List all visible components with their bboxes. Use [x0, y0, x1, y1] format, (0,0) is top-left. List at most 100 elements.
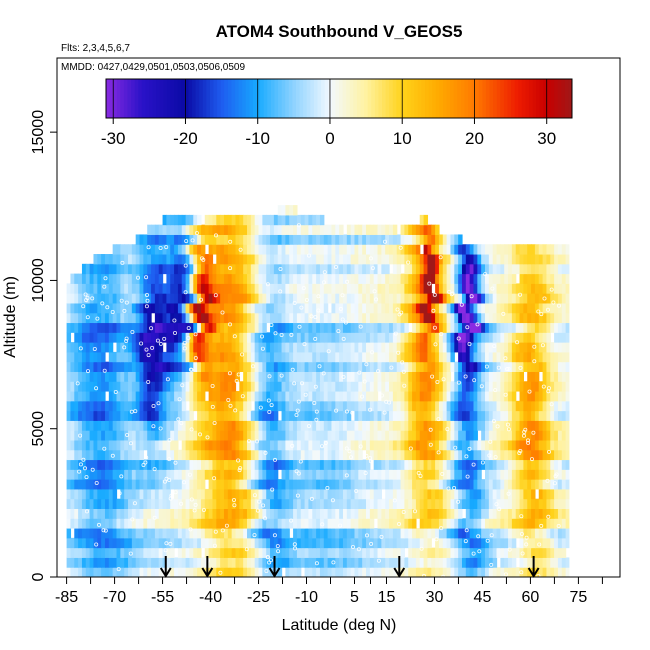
heatmap-cell: [377, 361, 382, 372]
heatmap-cell: [250, 254, 256, 265]
heatmap-cell: [500, 567, 505, 578]
heatmap-cell: [78, 302, 83, 314]
heatmap-cell: [120, 498, 125, 509]
heatmap-cell: [335, 469, 340, 480]
heatmap-cell: [373, 459, 379, 470]
heatmap-cell: [170, 479, 175, 490]
observation-point: [319, 444, 324, 449]
heatmap-cell: [346, 381, 352, 392]
heatmap-cell: [212, 351, 217, 363]
heatmap-cell: [254, 391, 260, 402]
observation-point: [267, 374, 272, 379]
heatmap-cell: [500, 459, 505, 470]
heatmap-cell: [373, 479, 379, 490]
observation-point: [341, 336, 346, 341]
heatmap-cell: [427, 224, 432, 235]
heatmap-cell: [331, 508, 336, 519]
heatmap-cell: [277, 400, 283, 412]
heatmap-cell: [220, 557, 225, 568]
heatmap-cell: [342, 508, 348, 519]
heatmap-cell: [227, 410, 233, 421]
observation-point: [316, 308, 321, 313]
heatmap-cell: [412, 430, 417, 441]
heatmap-cell: [197, 263, 202, 275]
heatmap-cell: [362, 518, 367, 529]
heatmap-cell: [323, 557, 329, 568]
heatmap-cell: [151, 351, 156, 363]
heatmap-cell: [273, 400, 279, 412]
heatmap-cell: [565, 273, 570, 284]
heatmap-cell: [78, 459, 83, 470]
heatmap-cell: [108, 361, 114, 372]
heatmap-cell: [104, 400, 110, 412]
heatmap-cell: [508, 400, 513, 412]
heatmap-cell: [508, 342, 513, 353]
heatmap-cell: [254, 410, 260, 421]
heatmap-cell: [139, 430, 144, 441]
observation-point: [94, 542, 99, 547]
heatmap-cell: [70, 302, 75, 314]
heatmap-cell: [423, 400, 429, 412]
heatmap-cell: [438, 547, 444, 558]
heatmap-cell: [358, 459, 363, 470]
heatmap-cell: [316, 263, 321, 275]
heatmap-cell: [546, 557, 551, 568]
heatmap-cell: [89, 479, 95, 490]
heatmap-cell: [527, 518, 532, 529]
heatmap-cell: [135, 528, 141, 539]
heatmap-cell: [220, 234, 225, 245]
heatmap-cell: [446, 332, 452, 343]
heatmap-cell: [66, 439, 72, 451]
heatmap-cell: [304, 508, 310, 519]
heatmap-cell: [143, 391, 148, 402]
heatmap-cell: [212, 214, 217, 226]
heatmap-cell: [181, 449, 187, 461]
heatmap-cell: [143, 254, 148, 265]
heatmap-cell: [508, 381, 513, 392]
heatmap-cell: [308, 234, 313, 245]
heatmap-cell: [143, 420, 148, 431]
heatmap-cell: [362, 234, 367, 245]
heatmap-cell: [143, 488, 148, 500]
heatmap-cell: [323, 254, 329, 265]
heatmap-cell: [131, 381, 137, 392]
heatmap-cell: [216, 479, 221, 490]
heatmap-cell: [162, 244, 167, 255]
heatmap-cell: [404, 508, 409, 519]
heatmap-cell: [481, 342, 486, 353]
heatmap-cell: [185, 371, 191, 382]
heatmap-cell: [316, 430, 321, 441]
heatmap-cell: [193, 479, 198, 490]
heatmap-cell: [170, 410, 175, 421]
heatmap-cell: [200, 381, 206, 392]
heatmap-cell: [377, 273, 382, 284]
heatmap-cell: [247, 381, 252, 392]
heatmap-cell: [412, 342, 417, 353]
heatmap-cell: [231, 244, 237, 255]
heatmap-cell: [442, 469, 448, 480]
heatmap-cell: [220, 430, 225, 441]
heatmap-cell: [177, 449, 183, 461]
heatmap-cell: [254, 322, 260, 333]
heatmap-cell: [308, 302, 313, 314]
heatmap-cell: [104, 381, 110, 392]
heatmap-cell: [415, 498, 421, 509]
heatmap-cell: [293, 302, 298, 314]
heatmap-cell: [104, 420, 110, 431]
heatmap-cell: [74, 547, 79, 558]
heatmap-cell: [89, 469, 95, 480]
heatmap-cell: [112, 459, 118, 470]
heatmap-cell: [538, 410, 544, 421]
heatmap-cell: [523, 351, 528, 363]
heatmap-cell: [435, 400, 440, 412]
heatmap-cell: [197, 449, 202, 461]
heatmap-cell: [346, 449, 352, 461]
heatmap-cell: [415, 430, 421, 441]
heatmap-cell: [354, 567, 359, 578]
heatmap-cell: [101, 420, 106, 431]
heatmap-cell: [538, 351, 544, 363]
heatmap-cell: [124, 439, 129, 451]
heatmap-cell: [565, 557, 570, 568]
heatmap-cell: [143, 459, 148, 470]
heatmap-cell: [170, 263, 175, 275]
